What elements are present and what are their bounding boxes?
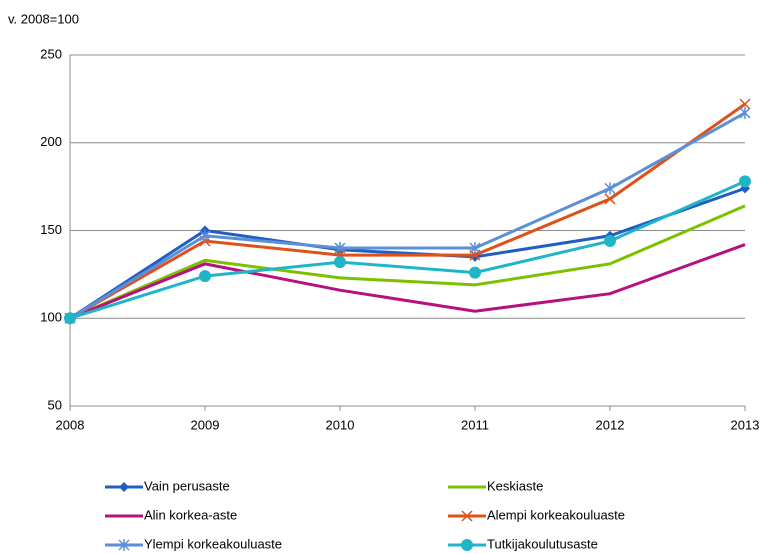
data-point bbox=[199, 270, 211, 283]
data-point-shape bbox=[739, 98, 751, 110]
legend-label: Alin korkea-aste bbox=[144, 507, 237, 522]
data-point bbox=[604, 235, 616, 248]
data-point-shape bbox=[469, 242, 481, 255]
data-point-shape bbox=[604, 235, 616, 248]
data-point bbox=[469, 242, 481, 255]
series-line bbox=[69, 243, 746, 320]
data-point-shape bbox=[199, 270, 211, 283]
legend-label: Alempi korkeakouluaste bbox=[487, 507, 625, 522]
series-line bbox=[69, 204, 746, 320]
x-tick-label: 2011 bbox=[461, 417, 489, 432]
data-point bbox=[739, 106, 751, 119]
data-point bbox=[470, 251, 480, 262]
y-tick-label: 100 bbox=[40, 310, 62, 325]
series-line bbox=[69, 186, 746, 320]
y-tick-label: 50 bbox=[48, 397, 62, 412]
data-point bbox=[199, 229, 211, 242]
legend-label: Keskiaste bbox=[487, 478, 543, 493]
data-point bbox=[469, 266, 481, 279]
x-tick-label: 2008 bbox=[56, 417, 85, 432]
x-tick-label: 2009 bbox=[191, 417, 220, 432]
legend-label: Vain perusaste bbox=[144, 478, 230, 493]
data-point-shape bbox=[739, 175, 751, 188]
legend-marker-shape bbox=[118, 539, 130, 551]
y-axis-label: v. 2008=100 bbox=[8, 11, 79, 26]
data-point-shape bbox=[739, 106, 751, 119]
data-point bbox=[604, 193, 616, 205]
legend-marker bbox=[119, 482, 129, 492]
legend-label: Tutkijakoulutusaste bbox=[487, 536, 598, 551]
data-point-shape bbox=[199, 229, 211, 242]
legend-marker-shape bbox=[119, 482, 129, 492]
data-point-shape bbox=[334, 256, 346, 269]
data-point-shape bbox=[604, 193, 616, 205]
legend-label: Ylempi korkeakouluaste bbox=[144, 536, 282, 551]
data-point-shape bbox=[64, 312, 76, 325]
y-tick-label: 200 bbox=[40, 134, 62, 149]
data-point bbox=[739, 175, 751, 188]
data-point bbox=[334, 242, 346, 255]
data-point bbox=[334, 256, 346, 269]
data-point bbox=[604, 182, 616, 195]
data-point bbox=[64, 312, 76, 325]
data-point bbox=[739, 98, 751, 110]
legend-marker bbox=[118, 539, 130, 551]
legend-marker bbox=[461, 539, 473, 551]
legend-marker-shape bbox=[461, 510, 473, 522]
series-line bbox=[69, 111, 746, 320]
x-tick-label: 2010 bbox=[326, 417, 355, 432]
data-point-shape bbox=[469, 266, 481, 279]
y-tick-label: 150 bbox=[40, 222, 62, 237]
series-line bbox=[69, 102, 746, 320]
y-tick-label: 250 bbox=[40, 46, 62, 61]
x-tick-label: 2012 bbox=[596, 417, 625, 432]
data-point-shape bbox=[604, 182, 616, 195]
series-line bbox=[69, 179, 746, 320]
x-tick-label: 2013 bbox=[731, 417, 760, 432]
legend-marker bbox=[461, 510, 473, 522]
data-point-shape bbox=[334, 242, 346, 255]
data-point-shape bbox=[470, 251, 480, 262]
legend-marker-shape bbox=[461, 539, 473, 551]
